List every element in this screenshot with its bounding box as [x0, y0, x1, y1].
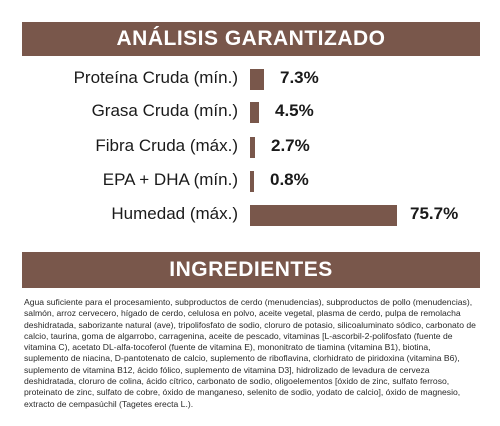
- analysis-row-fiber: Fibra Cruda (máx.) 2.7%: [0, 134, 500, 160]
- analysis-value: 2.7%: [271, 136, 310, 155]
- analysis-value: 4.5%: [275, 101, 314, 120]
- analysis-bar: [250, 205, 397, 226]
- ingredients-title: INGREDIENTES: [22, 252, 480, 288]
- analysis-value: 7.3%: [280, 68, 319, 87]
- analysis-row-fat: Grasa Cruda (mín.) 4.5%: [0, 99, 500, 125]
- analysis-label: EPA + DHA (mín.): [102, 170, 238, 189]
- analysis-bar: [250, 69, 264, 90]
- analysis-value: 75.7%: [410, 204, 459, 223]
- analysis-bar: [250, 102, 259, 123]
- analysis-value: 0.8%: [270, 170, 309, 189]
- analysis-title: ANÁLISIS GARANTIZADO: [22, 22, 480, 56]
- analysis-row-moisture: Humedad (máx.) 75.7%: [0, 202, 500, 228]
- analysis-row-epa-dha: EPA + DHA (mín.) 0.8%: [0, 168, 500, 194]
- analysis-bar: [250, 171, 254, 192]
- analysis-label: Proteína Cruda (mín.): [73, 68, 238, 87]
- analysis-label: Grasa Cruda (mín.): [91, 101, 238, 120]
- analysis-row-protein: Proteína Cruda (mín.) 7.3%: [0, 66, 500, 92]
- analysis-bar: [250, 137, 255, 158]
- ingredients-text: Agua suficiente para el procesamiento, s…: [24, 297, 476, 409]
- analysis-label: Humedad (máx.): [111, 204, 238, 223]
- analysis-label: Fibra Cruda (máx.): [95, 136, 238, 155]
